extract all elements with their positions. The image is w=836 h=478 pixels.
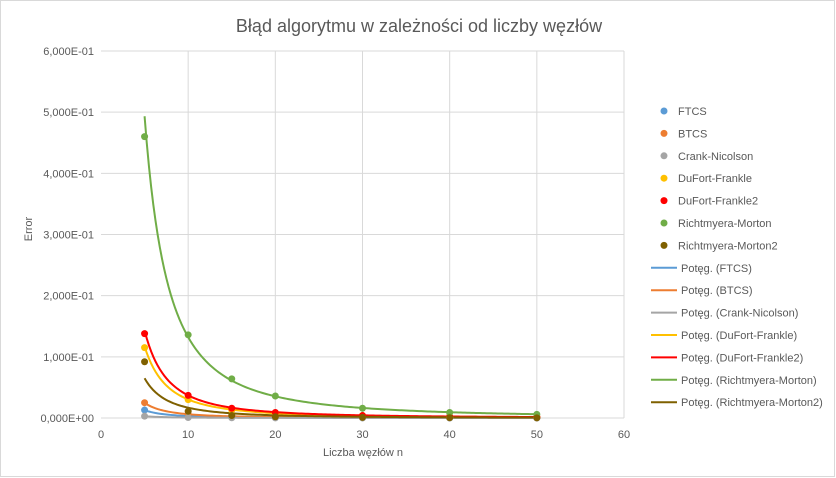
- legend-label: BTCS: [678, 128, 707, 140]
- data-point: [141, 344, 149, 352]
- legend-marker: [660, 219, 668, 227]
- data-point: [228, 404, 236, 412]
- chart-title: Błąd algorytmu w zależności od liczby wę…: [236, 16, 603, 36]
- legend-marker: [660, 174, 668, 182]
- data-point: [184, 414, 192, 422]
- legend-marker: [660, 129, 668, 137]
- legend-marker: [660, 241, 668, 249]
- x-tick-label: 60: [618, 429, 630, 441]
- x-axis-label: Liczba węzłów n: [323, 447, 403, 459]
- legend-label: DuFort-Frankle: [678, 173, 752, 185]
- data-point: [533, 414, 541, 422]
- legend-label: Potęg. (Richtmyera-Morton2): [681, 397, 823, 409]
- y-tick-label: 5,000E-01: [43, 107, 94, 119]
- legend-label: DuFort-Frankle2: [678, 196, 758, 208]
- data-point: [359, 413, 366, 421]
- y-tick-label: 3,000E-01: [43, 230, 94, 242]
- data-point: [141, 330, 149, 338]
- y-axis-label: Error: [23, 216, 35, 241]
- legend-label: Potęg. (FTCS): [681, 263, 752, 275]
- x-tick-label: 20: [269, 429, 281, 441]
- data-point: [228, 375, 236, 383]
- legend-label: FTCS: [678, 106, 707, 118]
- legend-label: Potęg. (Crank-Nicolson): [681, 308, 798, 320]
- legend-label: Potęg. (DuFort-Frankle2): [681, 352, 803, 364]
- data-point: [271, 413, 279, 421]
- x-tick-label: 50: [531, 429, 543, 441]
- legend-marker: [660, 197, 668, 205]
- legend-marker: [660, 152, 668, 160]
- legend-label: Richtmyera-Morton2: [678, 240, 778, 252]
- legend-label: Richtmyera-Morton: [678, 218, 772, 230]
- trendline: [143, 377, 537, 419]
- data-point: [141, 399, 149, 407]
- data-point: [271, 392, 279, 400]
- legend-label: Crank-Nicolson: [678, 151, 753, 163]
- data-point: [184, 331, 192, 339]
- legend-label: Potęg. (DuFort-Frankle): [681, 330, 797, 342]
- y-tick-label: 4,000E-01: [43, 168, 94, 180]
- data-point: [184, 407, 192, 415]
- legend-label: Potęg. (BTCS): [681, 285, 753, 297]
- x-tick-label: 0: [98, 429, 104, 441]
- data-point: [141, 133, 149, 141]
- data-point: [228, 412, 236, 420]
- legend-label: Potęg. (Richtmyera-Morton): [681, 375, 817, 387]
- data-point: [184, 391, 192, 399]
- x-tick-label: 10: [182, 429, 194, 441]
- data-point: [141, 358, 149, 366]
- data-point: [446, 414, 454, 422]
- trendline: [143, 116, 537, 416]
- data-point: [141, 406, 149, 414]
- x-tick-label: 30: [356, 429, 368, 441]
- y-tick-label: 1,000E-01: [43, 352, 94, 364]
- y-tick-label: 0,000E+00: [40, 413, 94, 425]
- y-tick-label: 2,000E-01: [43, 291, 94, 303]
- data-point: [359, 404, 366, 412]
- legend: FTCS BTCS Crank-Nicolson DuFort-Frankle DuFo…: [651, 106, 823, 409]
- y-tick-label: 6,000E-01: [43, 46, 94, 58]
- data-point: [446, 408, 454, 416]
- legend-marker: [660, 107, 668, 115]
- x-tick-label: 40: [444, 429, 456, 441]
- data-point: [141, 412, 149, 420]
